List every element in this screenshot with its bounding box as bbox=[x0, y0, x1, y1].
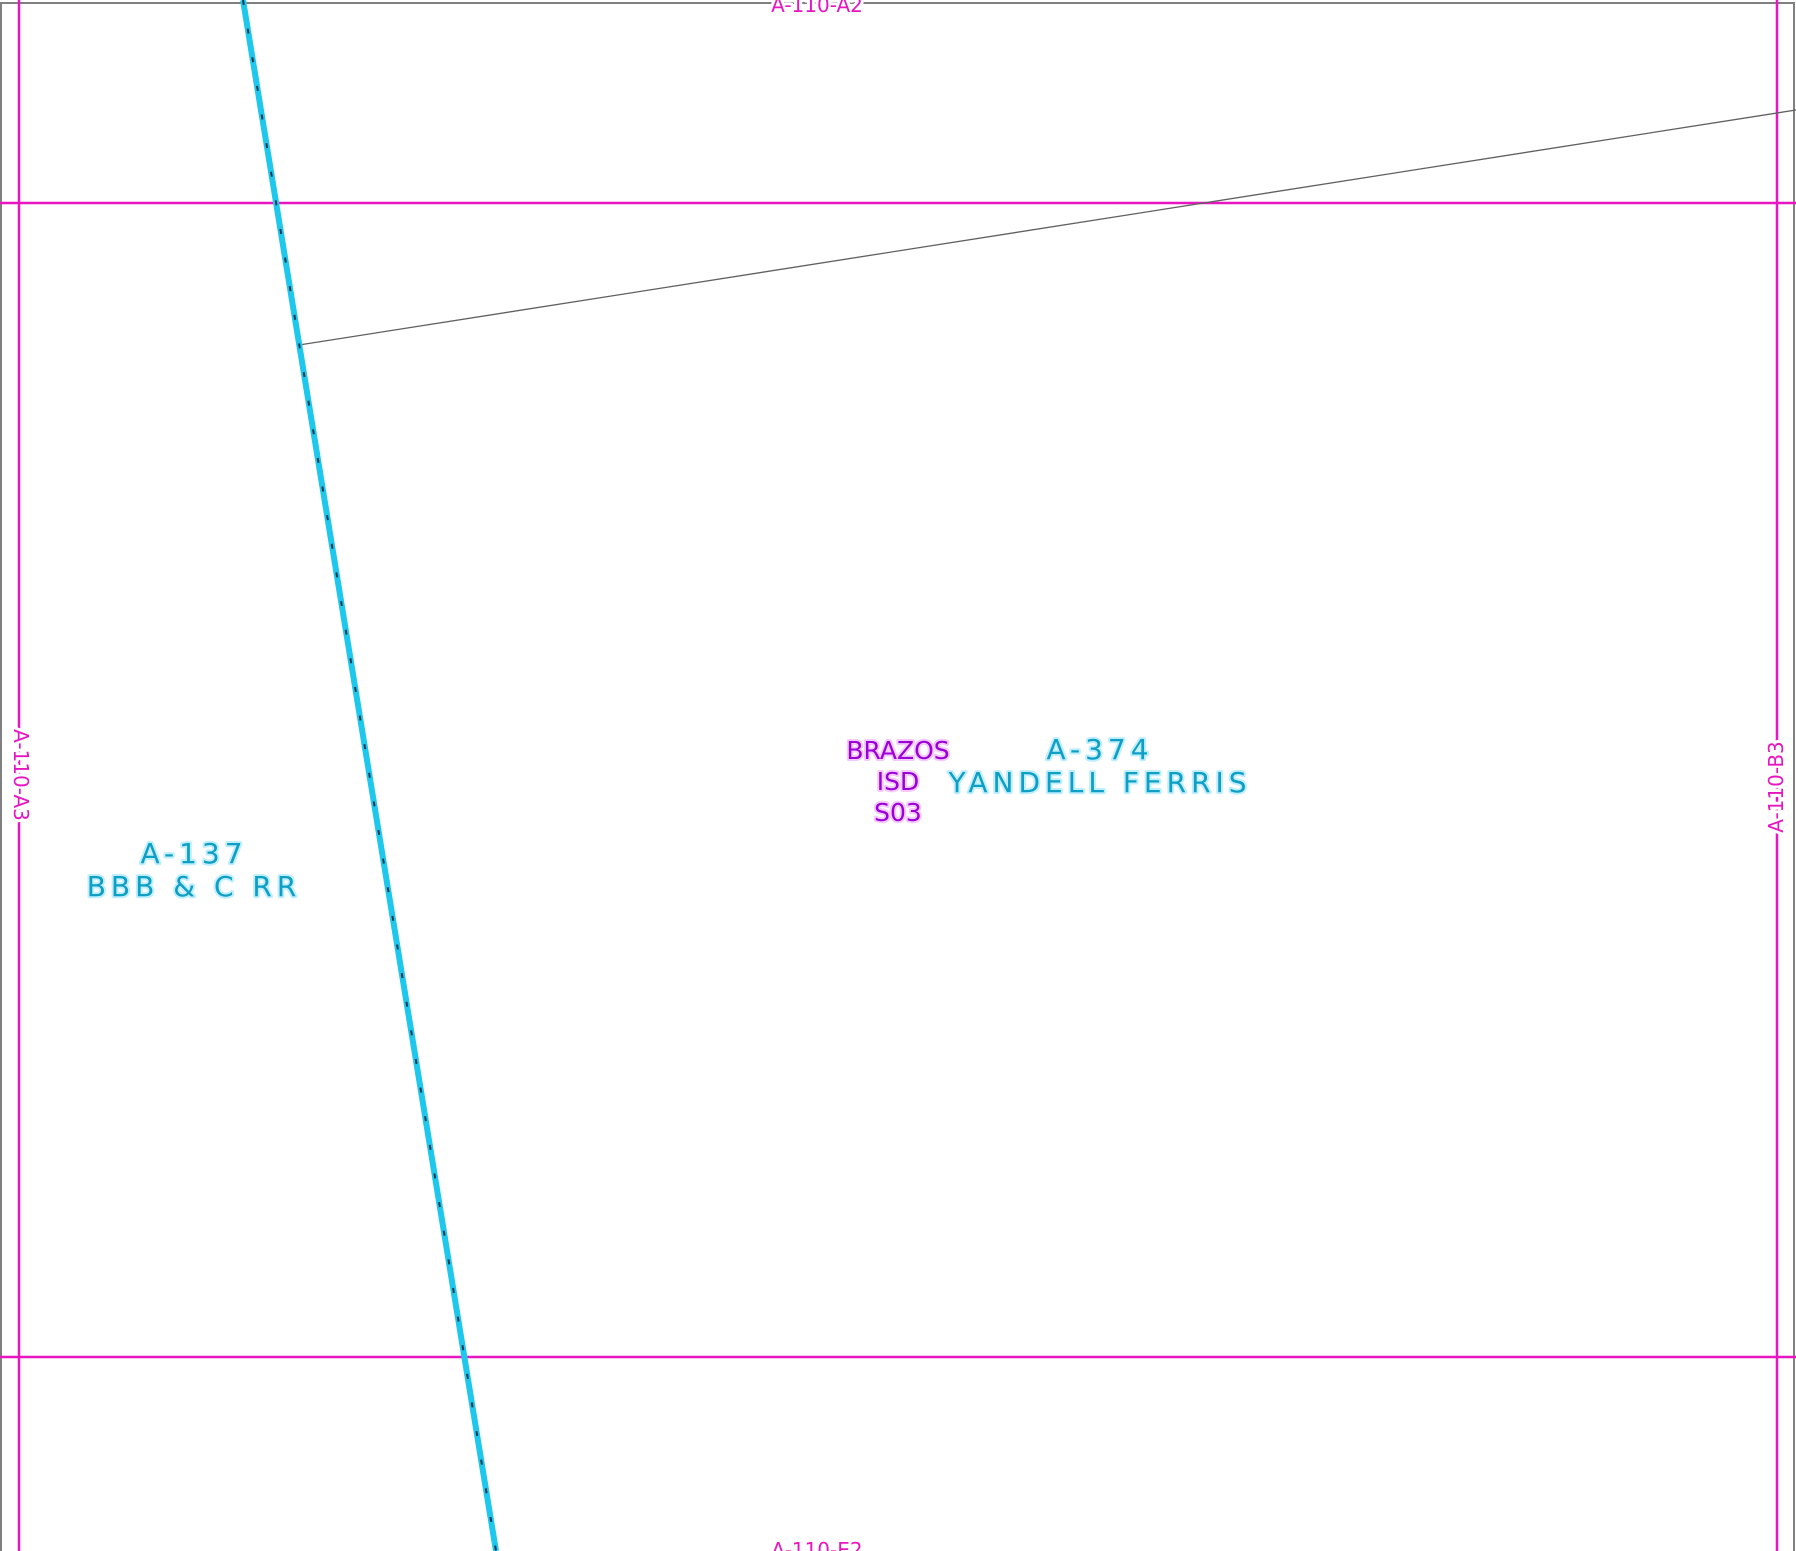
grid-label-left: A-110-A3 bbox=[9, 729, 33, 821]
district-boundary-dash bbox=[242, 0, 497, 1551]
grid-label-right: A-110-B3 bbox=[1764, 741, 1788, 833]
grid-label-bottom: A-110-E2 bbox=[771, 1538, 862, 1551]
school-district-boundary bbox=[240, 0, 499, 1551]
abstract-name-west: BBB & C RR bbox=[87, 870, 302, 903]
abstract-number-west: A-137 bbox=[140, 837, 247, 870]
school-district-name: BRAZOS bbox=[846, 736, 949, 765]
abstract-number-main: A-374 bbox=[1046, 733, 1153, 766]
school-district-type: ISD bbox=[877, 767, 920, 796]
abstract-name-main: YANDELL FERRIS bbox=[947, 766, 1251, 799]
school-district-code: S03 bbox=[874, 798, 922, 827]
parcel-boundary-line bbox=[298, 109, 1796, 346]
grid-label-top: A-110-A2 bbox=[771, 0, 863, 17]
